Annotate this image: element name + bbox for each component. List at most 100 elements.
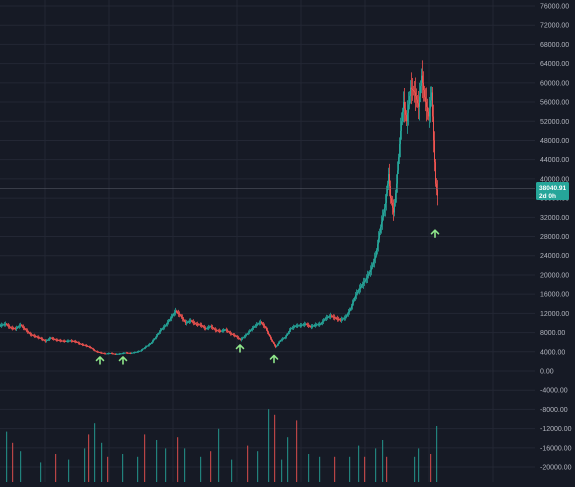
candle-body <box>363 282 364 285</box>
candle-body <box>275 345 276 347</box>
candle-body <box>183 318 184 321</box>
candle-body <box>375 255 376 259</box>
candle-body <box>62 340 63 342</box>
candle-body <box>240 339 241 340</box>
candle-body <box>118 353 119 355</box>
candle-body <box>194 322 195 324</box>
candle-body <box>377 244 378 250</box>
candle-body <box>68 340 69 342</box>
last-price-badge-bg <box>536 182 569 200</box>
candle-body <box>244 336 245 338</box>
candle-body <box>120 353 121 355</box>
candle-body <box>310 326 311 328</box>
volume-bar <box>6 431 8 482</box>
y-tick-label: 48000.00 <box>540 138 569 145</box>
candle-body <box>435 162 436 184</box>
candle-body <box>22 325 23 327</box>
candle-body <box>147 345 148 347</box>
candle-body <box>176 310 177 312</box>
candle-body <box>155 337 156 339</box>
candle-body <box>427 106 428 112</box>
candle-body <box>222 330 223 332</box>
candle-body <box>111 353 112 355</box>
candle-body <box>173 313 174 316</box>
candle-body <box>184 320 185 322</box>
candle-body <box>329 316 330 318</box>
candle-body <box>340 319 341 321</box>
candle-body <box>199 324 200 326</box>
candle-body <box>175 310 176 313</box>
candle-body <box>411 87 412 89</box>
candle-body <box>123 353 124 354</box>
candle-body <box>364 281 365 283</box>
candle-body <box>327 317 328 319</box>
candle-body <box>417 99 418 104</box>
candle-body <box>7 324 8 326</box>
candle-body <box>236 335 237 337</box>
candle-body <box>372 264 373 268</box>
candle-body <box>266 327 267 330</box>
candle-body <box>5 323 6 325</box>
candle-body <box>243 337 244 339</box>
candle-body <box>432 92 433 117</box>
candle-body <box>6 323 7 325</box>
candle-body <box>303 324 304 326</box>
candle-body <box>331 315 332 317</box>
candle-body <box>156 335 157 338</box>
candle-body <box>425 97 426 103</box>
candle-body <box>26 329 27 331</box>
volume-bar <box>84 448 86 482</box>
candle-body <box>104 353 105 355</box>
candle-body <box>96 351 97 353</box>
candle-body <box>185 321 186 323</box>
candle-body <box>190 320 191 322</box>
volume-bar <box>257 451 259 482</box>
candle-body <box>9 326 10 328</box>
candle-body <box>431 92 432 101</box>
candle-body <box>386 193 387 203</box>
volume-bar <box>156 440 158 482</box>
candle-body <box>326 317 327 319</box>
volume-bar <box>414 456 416 482</box>
candle-body <box>47 339 48 341</box>
candle-body <box>335 317 336 319</box>
candle-body <box>369 272 370 274</box>
candle-body <box>80 343 81 345</box>
candle-body <box>300 325 301 327</box>
candle-body <box>170 318 171 320</box>
candle-body <box>287 333 288 336</box>
candle-body <box>422 75 423 83</box>
volume-bar <box>101 442 103 482</box>
y-tick-label: 52000.00 <box>540 119 569 126</box>
candle-body <box>139 351 140 352</box>
volume-bar <box>231 459 233 482</box>
candle-body <box>301 325 302 326</box>
candle-body <box>348 312 349 314</box>
candle-body <box>356 293 357 296</box>
candle-body <box>133 352 134 354</box>
candle-body <box>418 103 419 107</box>
candle-body <box>55 339 56 341</box>
candle-body <box>395 193 396 203</box>
candle-body <box>333 316 334 318</box>
candle-body <box>360 286 361 289</box>
last-price-value: 38040.91 <box>539 185 566 192</box>
candle-body <box>182 317 183 319</box>
candle-body <box>160 330 161 332</box>
candle-body <box>195 323 196 325</box>
candle-body <box>380 226 381 233</box>
candle-body <box>247 333 248 335</box>
buy-signal-arrow-icon <box>118 356 128 365</box>
candle-body <box>142 349 143 351</box>
candle-body <box>19 325 20 327</box>
candle-body <box>163 327 164 329</box>
candle-body <box>237 336 238 338</box>
candle-body <box>407 112 408 122</box>
candle-body <box>238 337 239 339</box>
candle-body <box>178 312 179 314</box>
candle-body <box>117 353 118 355</box>
candle-body <box>285 336 286 338</box>
candle-body <box>320 323 321 325</box>
